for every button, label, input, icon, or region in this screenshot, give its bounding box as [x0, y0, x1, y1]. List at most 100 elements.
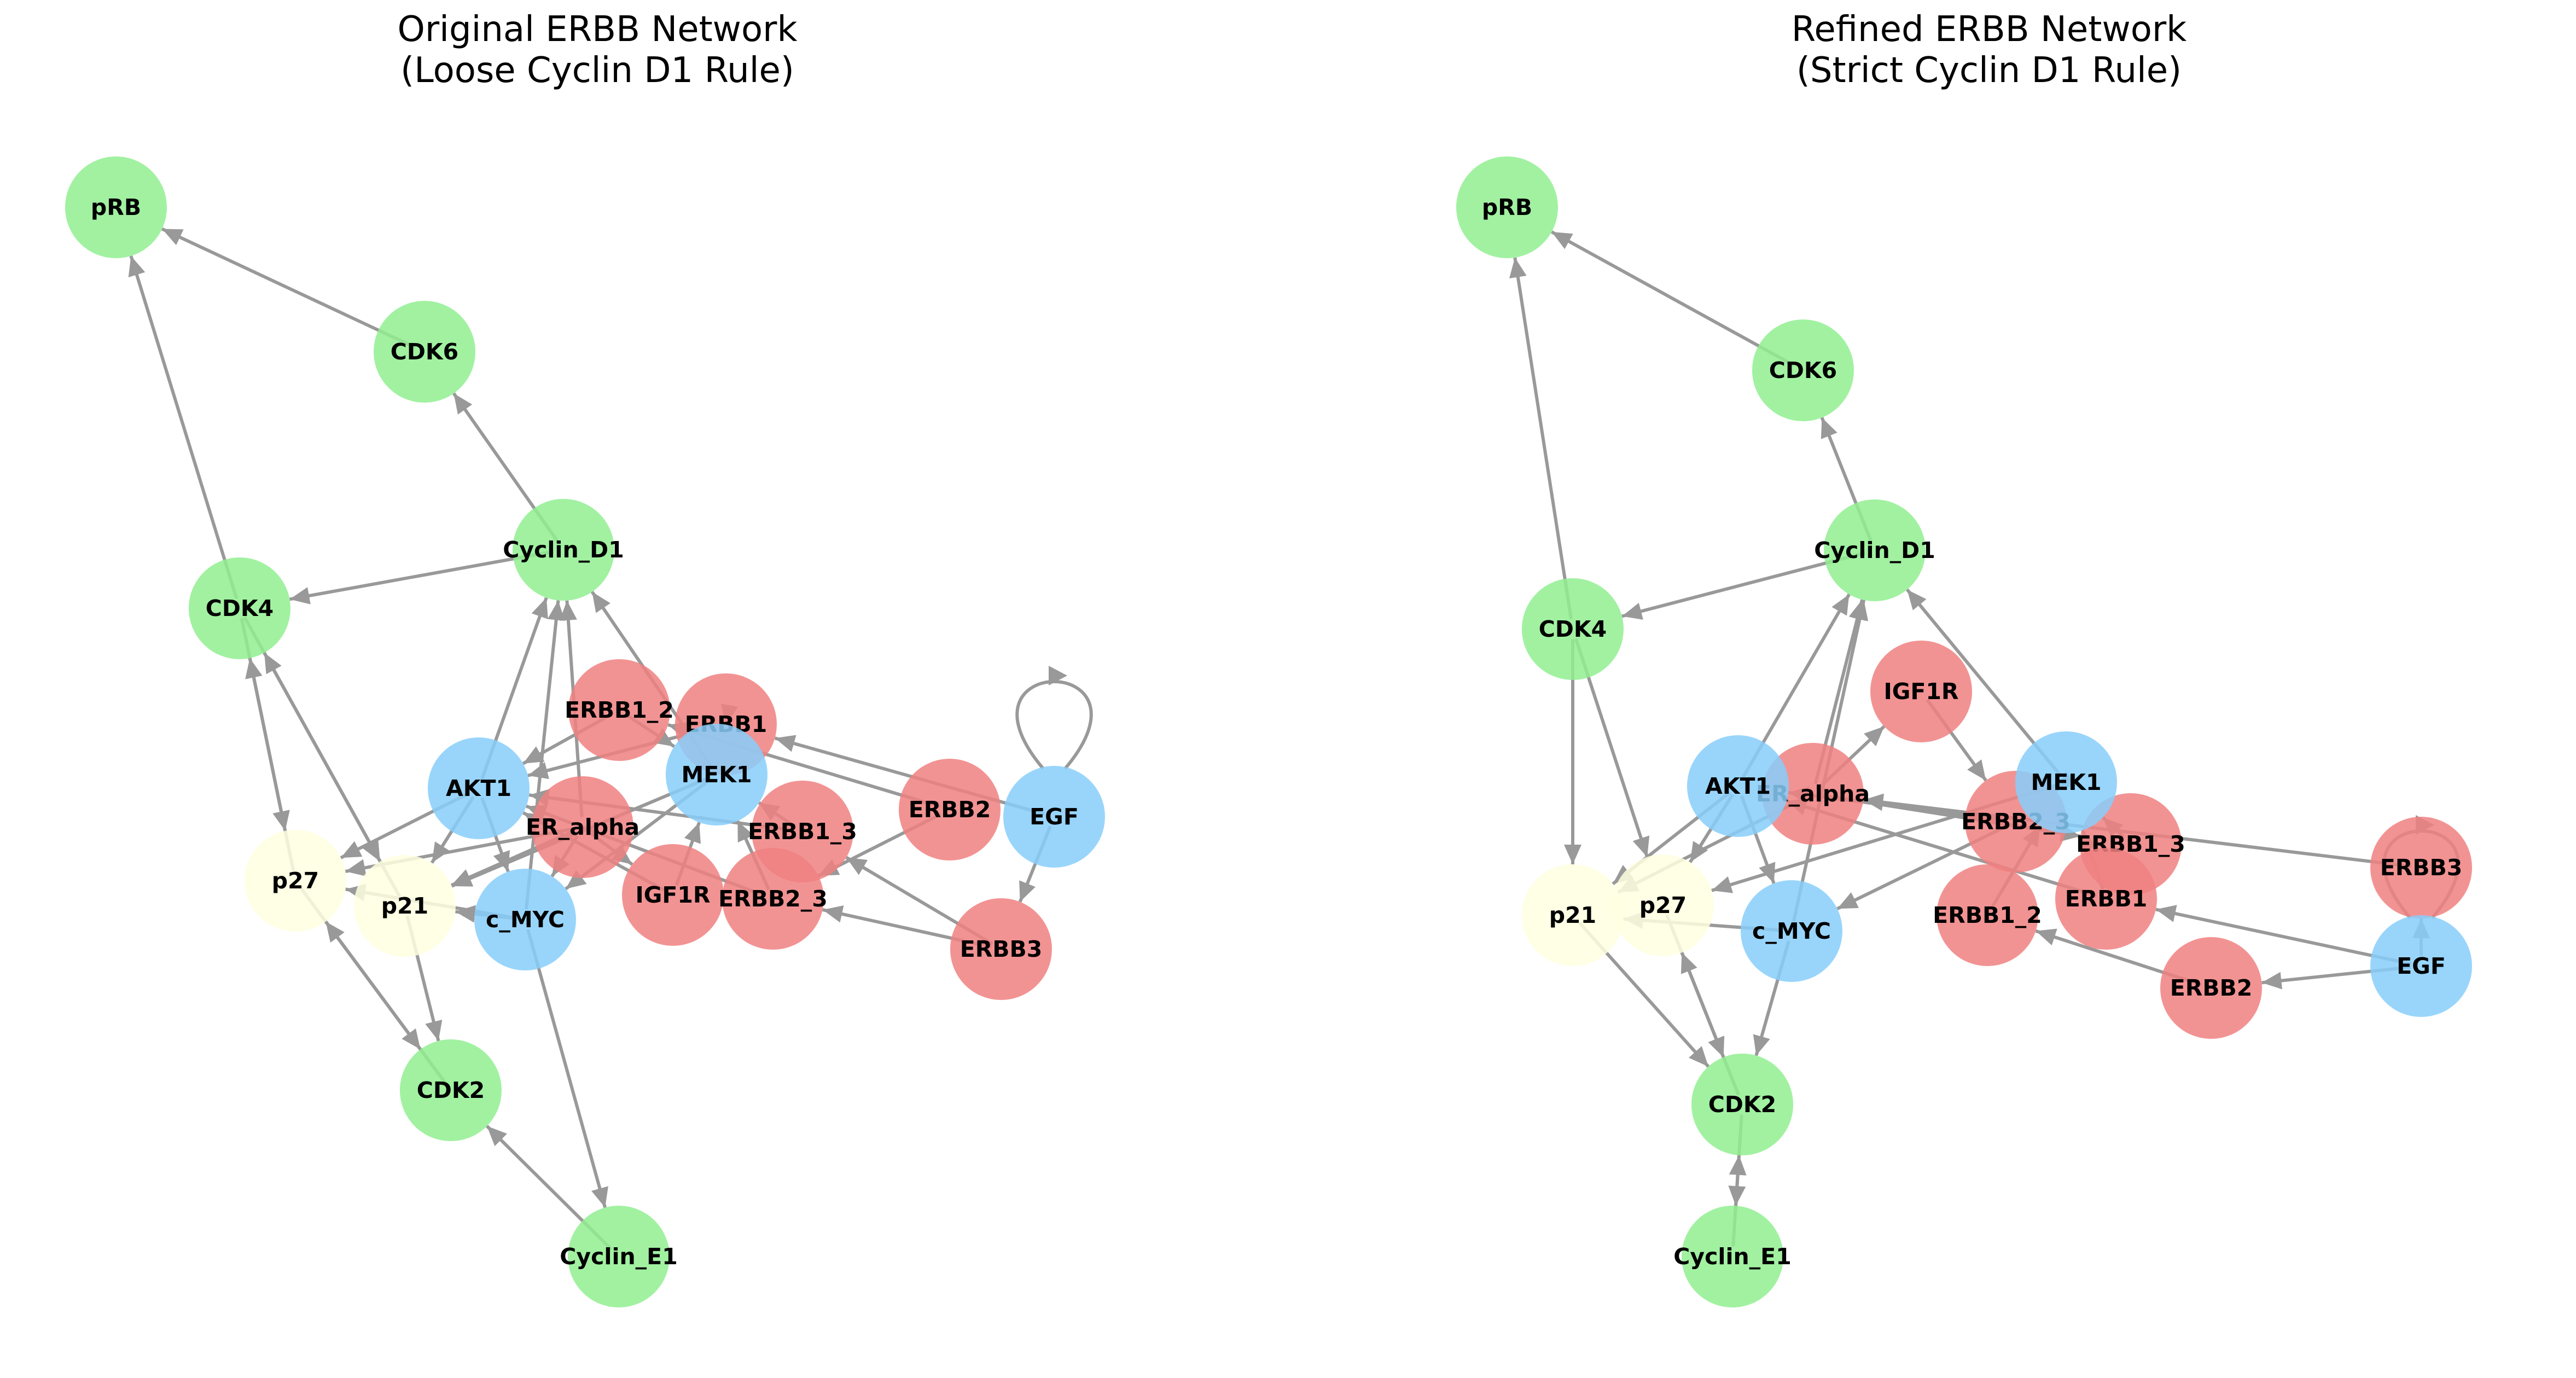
node-circle [65, 156, 167, 258]
node-label: CDK6 [1769, 357, 1837, 383]
edge-arrowhead [523, 746, 545, 764]
node-circle [1612, 854, 1714, 956]
edge-arrowhead [451, 870, 474, 887]
node-circle [2160, 937, 2262, 1039]
node-CDK4: CDK4 [189, 557, 290, 659]
node-EGF: EGF [1003, 766, 1105, 868]
node-ERBB1: ERBB1 [2055, 848, 2157, 950]
edge-Cyclin_D1-CDK4 [1621, 551, 1865, 618]
edge-arrowhead [822, 905, 844, 923]
edge-arrowhead [1711, 876, 1734, 893]
node-label: ERBB1_2 [565, 697, 674, 723]
node-EGF: EGF [2370, 915, 2472, 1017]
node-circle [2370, 915, 2472, 1017]
node-label: c_MYC [486, 906, 565, 933]
node-label: ERBB1_2 [1933, 902, 2042, 928]
node-circle [189, 557, 290, 659]
node-ERBB1_2: ERBB1_2 [565, 659, 674, 761]
edge-arrowhead [1019, 880, 1036, 902]
node-ER_alpha: ER_alpha [526, 776, 639, 878]
node-circle [1456, 156, 1558, 258]
node-CDK2: CDK2 [1691, 1054, 1793, 1155]
node-ERBB2_3: ERBB2_3 [718, 848, 828, 950]
node-label: CDK2 [417, 1077, 485, 1103]
edge-arrowhead [2261, 972, 2282, 990]
node-label: CDK6 [391, 339, 458, 365]
node-label: ERBB2 [909, 796, 991, 823]
node-circle [2370, 817, 2472, 918]
node-pRB: pRB [1456, 156, 1558, 258]
edge-arrowhead [775, 735, 796, 752]
node-label: CDK4 [1539, 616, 1607, 642]
node-circle [1762, 743, 1864, 845]
edge-arrowhead [2036, 928, 2057, 946]
node-IGF1R: IGF1R [622, 844, 724, 946]
node-circle [400, 1039, 502, 1141]
node-circle [354, 855, 456, 957]
node-circle [2055, 848, 2157, 950]
edge-arrowhead [289, 587, 311, 604]
panel-original-edges [128, 227, 1093, 1251]
node-Cyclin_D1: Cyclin_D1 [1814, 499, 1935, 601]
edge-arrowhead [1621, 602, 1643, 620]
node-circle [1937, 864, 2038, 966]
node-Cyclin_D1: Cyclin_D1 [503, 499, 624, 601]
edge-arrowhead [737, 821, 754, 843]
node-label: ERBB1_3 [748, 818, 857, 845]
edge-arrowhead [559, 600, 577, 621]
panel-refined: Refined ERBB Network (Strict Cyclin D1 R… [1456, 9, 2472, 1307]
edge-arrowhead [591, 1186, 608, 1208]
node-label: EGF [2397, 953, 2446, 979]
node-label: Cyclin_D1 [503, 537, 624, 563]
edge-arrowhead [1864, 726, 1885, 747]
edge-arrowhead [1967, 759, 1986, 781]
panel-original-title-line1: Original ERBB Network [397, 9, 797, 50]
node-p21: p21 [354, 855, 456, 957]
panel-original: Original ERBB Network (Loose Cyclin D1 R… [65, 9, 1105, 1307]
edge-arrowhead [1753, 1034, 1770, 1056]
node-pRB: pRB [65, 156, 167, 258]
node-circle [1522, 864, 1624, 966]
node-ERBB3: ERBB3 [2370, 817, 2472, 918]
node-MEK1: MEK1 [2015, 731, 2117, 833]
node-ERBB1_3: ERBB1_3 [2076, 793, 2185, 895]
node-label: p21 [381, 893, 428, 919]
node-label: IGF1R [1883, 678, 1958, 705]
edge-arrowhead [592, 591, 610, 613]
edge-arrowhead [345, 859, 367, 877]
node-CDK2: CDK2 [400, 1039, 502, 1141]
node-label: p21 [1549, 902, 1596, 928]
edge-CDK6-pRB [161, 227, 416, 349]
node-p21: p21 [1522, 864, 1624, 966]
node-label: ERBB2 [2170, 975, 2253, 1001]
node-circle [513, 499, 614, 601]
node-circle [1682, 1206, 1783, 1307]
node-label: MEK1 [681, 761, 752, 788]
node-circle [1691, 1054, 1793, 1155]
edge-arrowhead [2155, 905, 2177, 922]
node-label: pRB [91, 194, 141, 220]
edge-arrowhead [1848, 600, 1866, 621]
node-AKT1: AKT1 [428, 737, 530, 839]
panel-refined-nodes: pRB CDK6 Cyclin_D1 CDK4 CDK2 Cyclin_E1 IGF1R ER… [1456, 156, 2472, 1307]
node-label: IGF1R [635, 882, 710, 908]
edge-arrowhead [1564, 845, 1581, 864]
node-label: MEK1 [2031, 769, 2101, 795]
node-Cyclin_E1: Cyclin_E1 [560, 1206, 678, 1307]
edge-arrowhead [1821, 417, 1837, 439]
node-label: Cyclin_D1 [1814, 537, 1935, 563]
edge-arrowhead [1729, 1155, 1747, 1176]
node-AKT1: AKT1 [1687, 735, 1789, 837]
node-circle [1741, 880, 1842, 982]
edge-arrowhead [493, 850, 510, 872]
panel-refined-title-line1: Refined ERBB Network [1792, 9, 2187, 50]
edge-arrowhead [487, 1126, 507, 1147]
edge-arrowhead [1049, 666, 1067, 685]
node-circle [532, 776, 633, 878]
edge-CDK6-pRB [1551, 230, 1795, 367]
node-label: ER_alpha [526, 814, 639, 840]
node-label: AKT1 [1705, 773, 1771, 799]
edge-EGF-EGF [1015, 680, 1093, 770]
edge-arrowhead [1831, 594, 1850, 616]
